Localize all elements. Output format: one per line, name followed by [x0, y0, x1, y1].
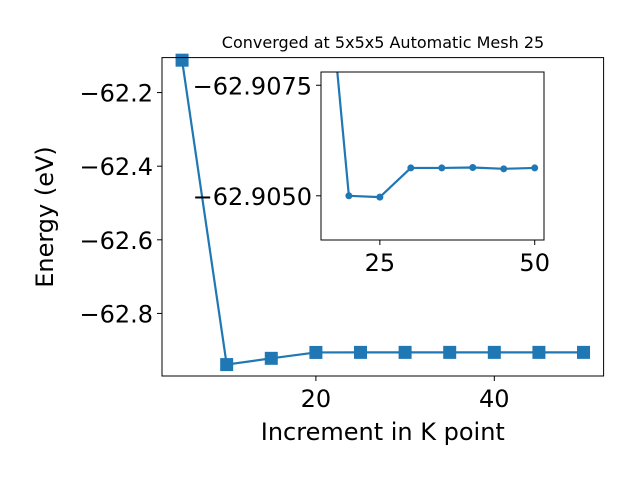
main-data-point [353, 345, 367, 359]
inset-y-tick-label: −62.9075 [193, 72, 312, 100]
inset-series-line [336, 72, 535, 199]
main-axes: Converged at 5x5x5 Automatic Mesh 25 20 4… [31, 33, 605, 446]
inset-x-ticks: 25 50 [365, 240, 550, 277]
main-data-point [487, 345, 501, 359]
inset-axes: 25 50 −62.9075 −62.9050 [193, 71, 550, 277]
main-series-line [180, 60, 584, 366]
main-data-point [175, 53, 189, 67]
inset-marks [336, 72, 539, 201]
main-y-tick-label: −62.6 [79, 227, 153, 255]
main-y-axis-label: Energy (eV) [31, 146, 59, 288]
main-data-point [264, 351, 278, 365]
inset-x-tick-label: 50 [519, 249, 550, 277]
main-data-point [577, 345, 591, 359]
main-x-tick-label: 40 [479, 385, 510, 413]
main-x-axis-label: Increment in K point [261, 418, 505, 446]
inset-data-point [500, 165, 508, 173]
main-x-tick-label: 20 [301, 385, 332, 413]
main-data-point [309, 345, 323, 359]
main-y-ticks: −62.2 −62.4 −62.6 −62.8 [79, 80, 162, 328]
inset-data-point [469, 163, 477, 171]
main-data-point [532, 345, 546, 359]
inset-data-point [376, 193, 384, 201]
main-data-point [220, 358, 234, 372]
inset-data-point [438, 164, 446, 172]
main-plot-frame [161, 57, 605, 377]
main-y-tick-label: −62.8 [79, 300, 153, 328]
inset-data-point [531, 164, 539, 172]
inset-x-tick-label: 25 [365, 249, 396, 277]
main-y-tick-label: −62.4 [79, 153, 153, 181]
inset-background [321, 72, 544, 240]
main-chart-title: Converged at 5x5x5 Automatic Mesh 25 [222, 33, 544, 52]
main-x-ticks: 20 40 [301, 376, 510, 413]
main-y-tick-label: −62.2 [79, 80, 153, 108]
inset-y-tick-label: −62.9050 [193, 183, 312, 211]
main-data-point [398, 345, 412, 359]
inset-y-ticks: −62.9075 −62.9050 [193, 72, 321, 211]
main-marks [175, 53, 591, 372]
inset-plot-frame [320, 71, 545, 241]
inset-data-point [345, 192, 353, 200]
inset-data-point [407, 164, 415, 172]
main-data-point [443, 345, 457, 359]
